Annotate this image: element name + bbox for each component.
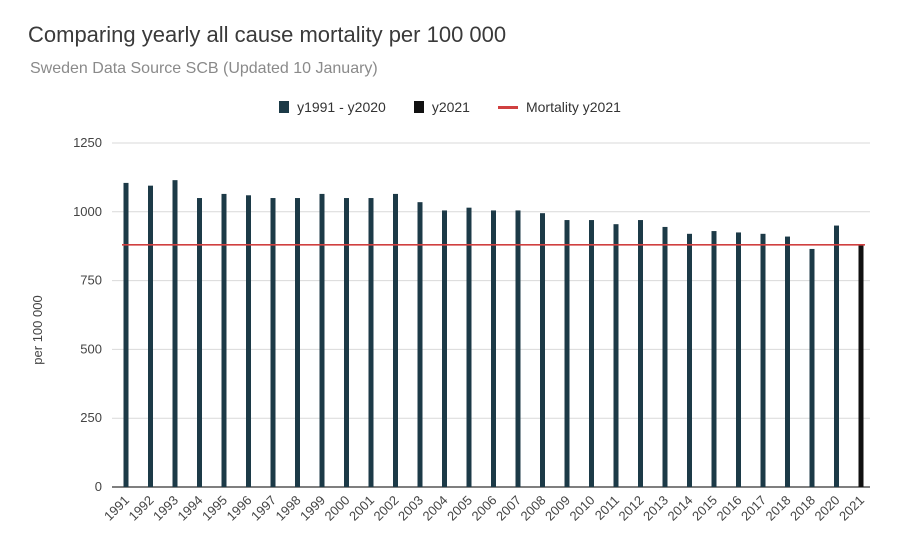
legend-item-reference: Mortality y2021 bbox=[497, 99, 621, 115]
chart-subtitle: Sweden Data Source SCB (Updated 10 Janua… bbox=[30, 60, 378, 77]
bar-2017 bbox=[760, 233, 766, 487]
bar-2006 bbox=[491, 210, 496, 487]
legend-label-reference: Mortality y2021 bbox=[525, 99, 621, 115]
bar-2018 bbox=[785, 236, 790, 487]
bar-2001 bbox=[368, 198, 374, 488]
bar-2016 bbox=[736, 232, 741, 487]
bar-2015 bbox=[711, 231, 717, 487]
bar-2010 bbox=[589, 220, 594, 487]
legend-item-series-2: y2021 bbox=[413, 99, 470, 115]
y-axis-label: per 100 000 bbox=[30, 295, 45, 364]
x-tick-2016: 2016 bbox=[714, 493, 745, 524]
bar-2007 bbox=[515, 210, 521, 487]
y-tick-0: 0 bbox=[95, 479, 102, 494]
x-tick-labels: 1991199219931994199519961997199819992000… bbox=[101, 493, 867, 524]
bar-2012 bbox=[638, 220, 643, 487]
x-tick-1997: 1997 bbox=[248, 493, 279, 524]
x-tick-2011: 2011 bbox=[592, 493, 622, 523]
bar-2002 bbox=[393, 193, 398, 488]
x-tick-2002: 2002 bbox=[371, 493, 402, 524]
x-tick-1999: 1999 bbox=[297, 493, 328, 524]
y-tick-1250: 1250 bbox=[73, 135, 102, 150]
y-tick-500: 500 bbox=[80, 341, 102, 356]
legend-item-series-1: y1991 - y2020 bbox=[279, 99, 386, 115]
bar-1992 bbox=[148, 185, 153, 487]
bar-2003 bbox=[417, 202, 423, 487]
x-tick-2018: 2018 bbox=[787, 493, 818, 524]
bar-1997 bbox=[270, 198, 276, 488]
bar-2008 bbox=[540, 213, 545, 487]
bar-2005 bbox=[466, 207, 472, 487]
x-tick-2000: 2000 bbox=[322, 493, 353, 524]
x-tick-1992: 1992 bbox=[126, 493, 157, 524]
x-tick-2005: 2005 bbox=[444, 493, 475, 524]
x-tick-2018: 2018 bbox=[763, 493, 794, 524]
legend-label-series-2: y2021 bbox=[431, 99, 470, 115]
bar-1994 bbox=[197, 198, 202, 488]
bar-2019 bbox=[809, 248, 815, 487]
x-tick-1996: 1996 bbox=[224, 493, 255, 524]
x-tick-2015: 2015 bbox=[689, 493, 720, 524]
x-tick-1994: 1994 bbox=[175, 493, 206, 524]
chart-title: Comparing yearly all cause mortality per… bbox=[28, 22, 507, 47]
y-tick-1000: 1000 bbox=[73, 204, 102, 219]
x-tick-1991: 1991 bbox=[101, 493, 132, 524]
bar-2014 bbox=[687, 233, 692, 487]
bar-2013 bbox=[662, 226, 668, 487]
bar-2004 bbox=[442, 210, 447, 487]
x-tick-2004: 2004 bbox=[420, 493, 451, 524]
x-tick-1998: 1998 bbox=[273, 493, 304, 524]
legend: y1991 - y2020 y2021 Mortality y2021 bbox=[0, 96, 900, 118]
y-tick-labels: 0 250 500 750 1000 1250 bbox=[73, 135, 102, 494]
x-tick-2008: 2008 bbox=[518, 493, 549, 524]
bar-1995 bbox=[221, 193, 227, 488]
x-tick-1995: 1995 bbox=[199, 493, 230, 524]
x-tick-2006: 2006 bbox=[469, 493, 500, 524]
legend-label-series-1: y1991 - y2020 bbox=[297, 99, 386, 115]
x-tick-2013: 2013 bbox=[640, 493, 671, 524]
x-tick-2010: 2010 bbox=[567, 493, 598, 524]
legend-swatch-series-1 bbox=[279, 101, 290, 113]
x-tick-2014: 2014 bbox=[665, 493, 696, 524]
bar-1998 bbox=[295, 198, 300, 488]
x-tick-2001: 2001 bbox=[346, 493, 377, 524]
legend-swatch-series-2 bbox=[413, 101, 424, 113]
bar-1993 bbox=[172, 180, 178, 488]
x-tick-2009: 2009 bbox=[542, 493, 573, 524]
bar-1999 bbox=[319, 193, 325, 488]
x-tick-2003: 2003 bbox=[395, 493, 426, 524]
x-tick-2021: 2021 bbox=[836, 493, 867, 524]
bar-2000 bbox=[344, 198, 349, 488]
y-tick-750: 750 bbox=[80, 273, 102, 288]
legend-swatch-reference bbox=[497, 105, 518, 109]
x-tick-2012: 2012 bbox=[616, 493, 647, 524]
bar-1996 bbox=[246, 195, 251, 487]
bar-2011 bbox=[613, 224, 619, 487]
bar-2020 bbox=[834, 225, 839, 487]
bar-1991 bbox=[123, 182, 129, 488]
x-tick-2020: 2020 bbox=[812, 493, 843, 524]
bars bbox=[123, 180, 864, 488]
x-tick-2007: 2007 bbox=[493, 493, 524, 524]
x-tick-2017: 2017 bbox=[738, 493, 769, 524]
bar-2009 bbox=[564, 220, 570, 487]
x-tick-1993: 1993 bbox=[150, 493, 181, 524]
y-tick-250: 250 bbox=[80, 410, 102, 425]
bar-2021 bbox=[858, 244, 864, 487]
